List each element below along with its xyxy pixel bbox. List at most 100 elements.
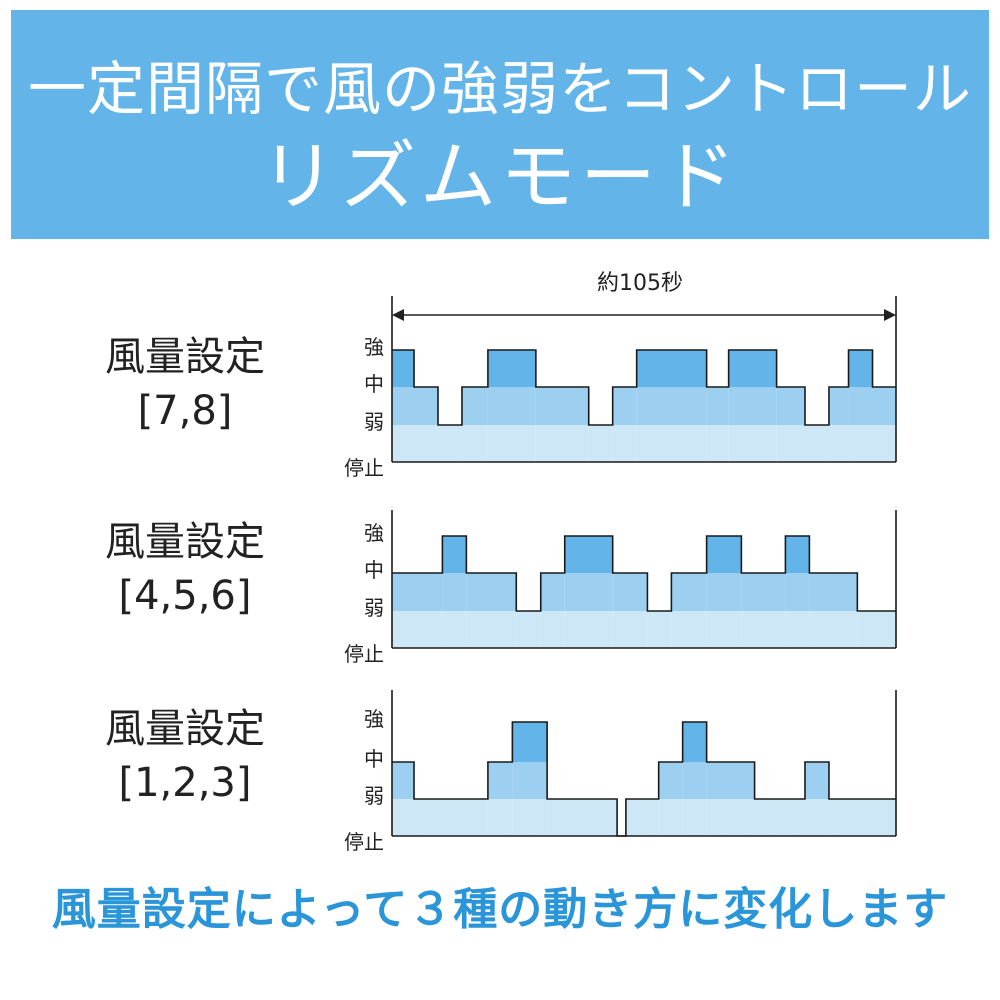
setting-label-1: 風量設定 [7,8] [60,330,310,438]
level-band [442,573,467,611]
level-band [776,425,805,462]
level-band [636,387,707,425]
level-band [442,536,467,573]
setting-title: 風量設定 [105,519,265,565]
level-band [828,799,896,836]
level-band [636,425,707,462]
level-band [848,350,873,387]
footer-caption: 風量設定によって３種の動き方に変化します [51,884,949,935]
level-band [392,762,415,799]
level-band [612,425,637,462]
level-band [728,387,777,425]
level-band [828,387,849,425]
level-band [392,573,443,611]
level-band [809,573,858,611]
level-band [872,387,896,425]
level-band [535,387,589,425]
arrow-left-icon [392,309,404,321]
level-band [392,387,415,425]
level-band [461,387,488,425]
level-band [682,799,707,836]
step-line [392,535,896,612]
level-label: 弱 [364,784,384,808]
level-band [658,799,683,836]
level-band [535,425,589,462]
level-band [547,799,618,836]
level-band [636,350,707,387]
level-band [785,611,810,648]
level-band [512,722,548,762]
arrow-right-icon [884,309,896,321]
level-band [487,350,536,387]
setting-title: 風量設定 [105,706,265,752]
setting-label-2: 風量設定 [4,5,6] [60,515,310,623]
level-band [728,350,777,387]
setting-value: [4,5,6] [118,573,252,619]
level-band [625,799,659,836]
level-band [682,762,707,799]
level-label: 弱 [364,596,384,620]
level-band [671,611,707,648]
level-band [414,799,488,836]
level-band [741,573,786,611]
level-band [706,573,742,611]
level-band [512,799,548,836]
level-band [785,573,810,611]
level-label: 停止 [344,642,384,666]
setting-title: 風量設定 [105,334,265,380]
level-band [872,425,896,462]
level-band [588,425,613,462]
level-label: 強 [364,335,384,359]
duration-label: 約105秒 [597,271,683,296]
level-band [612,387,637,425]
setting-value: [7,8] [137,388,233,434]
step-line [392,349,896,426]
level-band [809,611,858,648]
level-band [706,799,755,836]
level-band [658,762,683,799]
level-label: 弱 [364,410,384,434]
level-band [706,536,742,573]
level-label: 中 [364,747,384,771]
level-label: 強 [364,707,384,731]
step-line [392,721,896,837]
setting-value: [1,2,3] [118,760,252,806]
level-band [437,425,462,462]
level-band [706,762,755,799]
level-label: 停止 [344,830,384,854]
level-band [612,611,648,648]
level-band [512,762,548,799]
level-band [414,387,438,425]
level-band [776,387,805,425]
level-band [540,573,565,611]
level-band [706,611,742,648]
level-band [728,425,777,462]
level-band [741,611,786,648]
level-band [612,573,648,611]
level-band [848,387,873,425]
header-banner: 一定間隔で風の強弱をコントロール リズムモード [11,10,989,239]
level-band [682,722,707,762]
level-band [848,425,873,462]
level-band [804,762,829,799]
level-band [461,425,488,462]
level-band [785,536,810,573]
level-band [487,762,513,799]
level-band [564,536,613,573]
level-band [392,425,415,462]
level-band [487,387,536,425]
banner-subtitle: 一定間隔で風の強弱をコントロール [27,55,972,123]
level-band [804,425,829,462]
level-band [442,611,467,648]
level-band [706,425,729,462]
level-label: 中 [364,372,384,396]
level-band [466,611,517,648]
level-band [392,611,443,648]
level-band [706,387,729,425]
level-band [647,611,672,648]
level-band [804,799,829,836]
level-band [564,611,613,648]
level-band [754,799,805,836]
level-band [414,425,438,462]
